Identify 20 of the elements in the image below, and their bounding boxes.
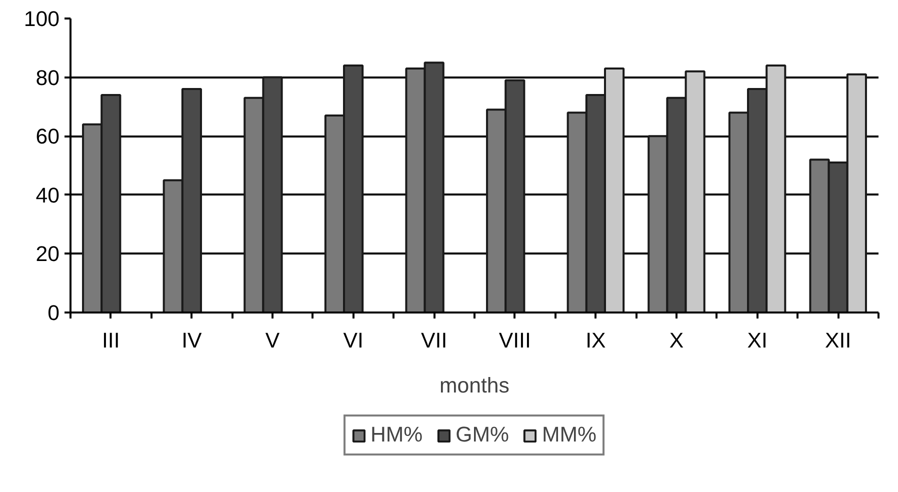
x-tick-label: III [102, 328, 120, 352]
legend-label: MM% [542, 422, 596, 448]
x-tick-label: VII [421, 328, 448, 352]
y-tick-label: 80 [36, 66, 60, 90]
x-tick-label: VIII [498, 328, 531, 352]
legend-label: GM% [456, 422, 509, 448]
x-tick-label: VI [343, 328, 364, 352]
y-tick-label: 40 [36, 183, 60, 208]
y-tick-label: 20 [36, 242, 60, 266]
x-tick-label: X [669, 328, 684, 352]
y-tick-label: 0 [48, 301, 60, 325]
x-tick-label: V [265, 328, 280, 352]
x-tick-label: XI [747, 328, 768, 352]
x-axis-title: months [440, 374, 510, 398]
x-tick-label: XII [825, 328, 852, 352]
y-tick-label: 60 [36, 124, 60, 149]
x-tick-label: IV [182, 328, 203, 352]
x-tick-label: IX [586, 328, 606, 352]
legend-label: HM% [370, 422, 423, 448]
y-tick-label: 100 [24, 7, 60, 31]
